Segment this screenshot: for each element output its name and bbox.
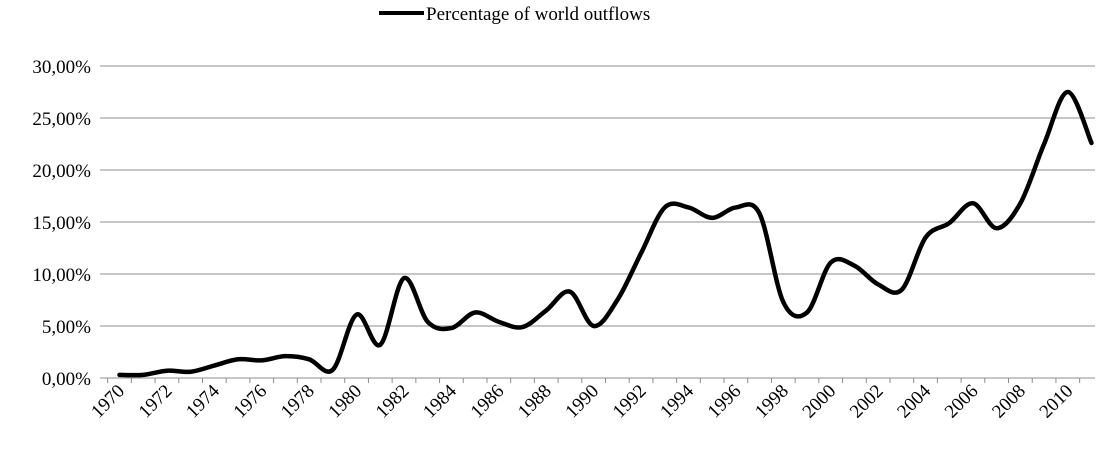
x-tick-label: 1978 (277, 381, 319, 423)
x-tick-label: 1970 (87, 381, 129, 423)
x-tick-label: 2010 (1036, 381, 1078, 423)
x-tick-label: 1998 (751, 381, 793, 423)
x-tick-label: 1982 (372, 381, 414, 423)
x-tick-label: 1988 (514, 381, 556, 423)
legend-label-percentage-of-world-outflows: Percentage of world outflows (426, 4, 650, 25)
x-tick-label: 1994 (656, 380, 698, 422)
x-tick-label: 1984 (419, 380, 461, 422)
series-percentage-of-world-outflows (117, 89, 1094, 378)
x-tick-label: 2006 (941, 381, 983, 423)
x-tick-label: 2008 (988, 381, 1030, 423)
x-tick-label: 2002 (846, 381, 888, 423)
y-tick-label: 25,00% (32, 109, 91, 130)
series-line-percentage-of-world-outflows (117, 89, 1094, 378)
y-tick-label: 10,00% (32, 265, 91, 286)
x-tick-label: 1996 (704, 381, 746, 423)
gridlines (100, 65, 1095, 327)
x-tick-label: 1976 (230, 381, 272, 423)
x-axis-tick-labels: 1970 1972 1974 1976 1978 1980 1982 1984 1986 1988… (87, 380, 1077, 422)
x-tick-label: 1972 (135, 381, 177, 423)
y-tick-label: 5,00% (42, 317, 91, 338)
y-tick-label: 20,00% (32, 161, 91, 182)
x-axis (100, 377, 1095, 383)
y-axis-tick-labels: 0,00% 5,00% 10,00% 15,00% 20,00% 25,00% 30,00% (32, 57, 91, 390)
x-tick-label: 1986 (467, 381, 509, 423)
y-tick-label: 0,00% (42, 369, 91, 390)
x-tick-label: 2004 (893, 380, 935, 422)
x-tick-label: 1974 (182, 380, 224, 422)
y-tick-label: 30,00% (32, 57, 91, 78)
y-tick-label: 15,00% (32, 213, 91, 234)
legend: Percentage of world outflows (379, 4, 650, 25)
x-tick-label: 1980 (324, 381, 366, 423)
x-tick-label: 1990 (561, 381, 603, 423)
x-tick-label: 1992 (609, 381, 651, 423)
x-tick-label: 2000 (799, 381, 841, 423)
